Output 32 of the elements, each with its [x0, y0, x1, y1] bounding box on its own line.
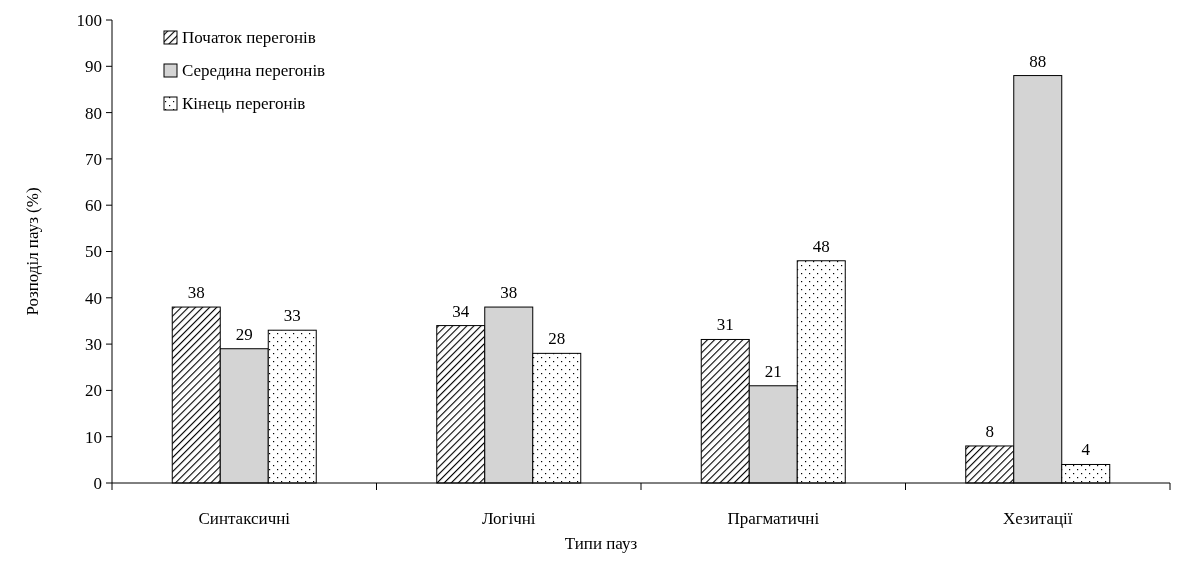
y-tick-label: 0	[93, 473, 102, 493]
x-tick-label: Синтаксичні	[198, 509, 291, 528]
y-tick-label: 60	[85, 196, 102, 216]
x-tick-label: Прагматичні	[727, 509, 820, 528]
data-label: 34	[452, 301, 470, 321]
data-label: 88	[1029, 51, 1047, 71]
legend-label: Кінець перегонів	[182, 93, 306, 113]
data-label: 8	[985, 421, 994, 441]
data-label: 38	[187, 283, 205, 303]
y-axis-title: Розподіл пауз (%)	[23, 187, 42, 316]
data-label: 28	[548, 329, 566, 349]
y-tick-label: 100	[76, 10, 102, 30]
y-tick-label: 20	[85, 381, 102, 401]
x-tick-label: Логічні	[481, 509, 536, 528]
legend-label: Середина перегонів	[182, 60, 326, 80]
data-label: 48	[812, 236, 830, 256]
data-label: 21	[764, 361, 782, 381]
y-tick-label: 30	[85, 335, 102, 355]
data-label: 31	[716, 315, 734, 335]
data-label: 4	[1081, 440, 1091, 460]
x-tick-label: Хезитації	[1002, 509, 1073, 528]
y-tick-label: 40	[85, 288, 102, 308]
data-label: 38	[500, 283, 518, 303]
y-tick-label: 50	[85, 242, 102, 262]
y-tick-label: 80	[85, 103, 102, 123]
y-tick-label: 90	[85, 57, 102, 77]
y-tick-label: 70	[85, 149, 102, 169]
y-tick-label: 10	[85, 427, 102, 447]
x-axis-title: Типи пауз	[564, 534, 638, 553]
data-label: 29	[235, 324, 253, 344]
legend-label: Початок перегонів	[182, 27, 316, 47]
data-label: 33	[283, 306, 301, 326]
